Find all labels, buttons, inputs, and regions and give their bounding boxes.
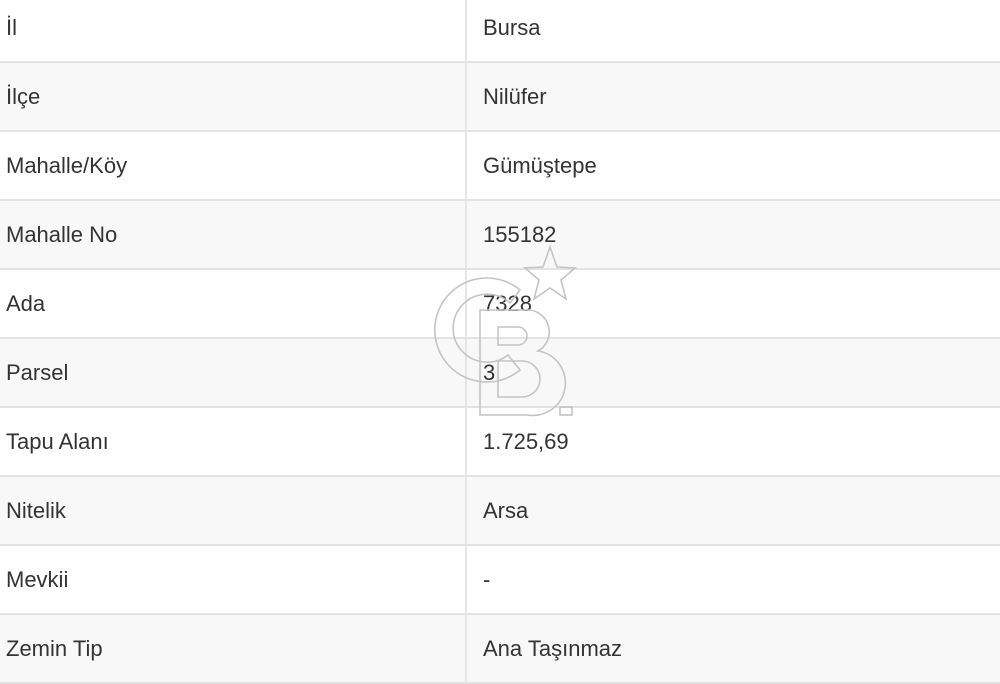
table-row: Mahalle/Köy Gümüştepe	[0, 131, 1000, 201]
row-value: -	[466, 545, 1000, 615]
row-label: Tapu Alanı	[0, 407, 467, 477]
row-value: Arsa	[466, 476, 1000, 546]
row-label: İlçe	[0, 62, 467, 132]
row-label: Mahalle/Köy	[0, 131, 467, 201]
row-value: 1.725,69	[466, 407, 1000, 477]
table-row: Mahalle No 155182	[0, 200, 1000, 270]
row-label: Mevkii	[0, 545, 467, 615]
table-row: İl Bursa	[0, 0, 1000, 63]
row-value: 3	[466, 338, 1000, 408]
row-value: 7328	[466, 269, 1000, 339]
row-value: Gümüştepe	[466, 131, 1000, 201]
row-label: Nitelik	[0, 476, 467, 546]
table-row: Parsel 3	[0, 338, 1000, 408]
table-row: İlçe Nilüfer	[0, 62, 1000, 132]
row-label: Parsel	[0, 338, 467, 408]
row-value: Nilüfer	[466, 62, 1000, 132]
table-row: Mevkii -	[0, 545, 1000, 615]
table-row: Ada 7328	[0, 269, 1000, 339]
row-label: Zemin Tip	[0, 614, 467, 684]
row-value: Ana Taşınmaz	[466, 614, 1000, 684]
table-row: Zemin Tip Ana Taşınmaz	[0, 614, 1000, 684]
row-label: İl	[0, 0, 467, 63]
row-value: 155182	[466, 200, 1000, 270]
row-value: Bursa	[466, 0, 1000, 63]
row-label: Mahalle No	[0, 200, 467, 270]
table-row: Nitelik Arsa	[0, 476, 1000, 546]
row-label: Ada	[0, 269, 467, 339]
table-row: Tapu Alanı 1.725,69	[0, 407, 1000, 477]
